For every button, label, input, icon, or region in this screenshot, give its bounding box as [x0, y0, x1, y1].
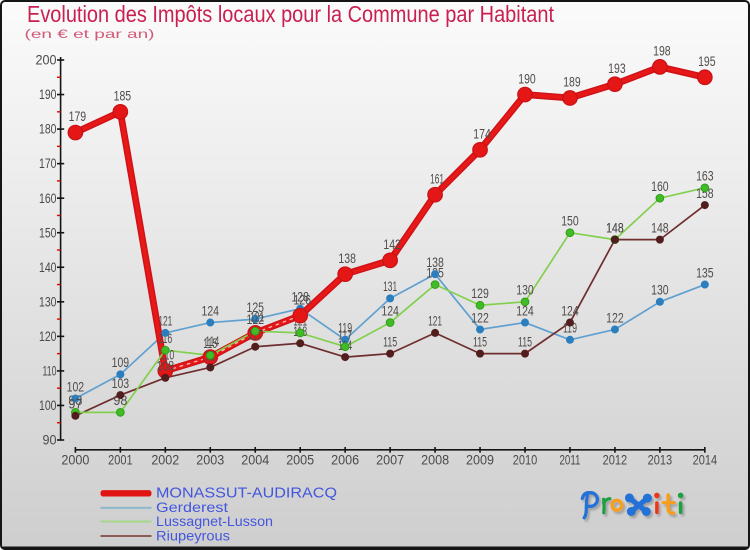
svg-text:97: 97	[68, 397, 82, 412]
svg-text:102: 102	[67, 379, 85, 394]
svg-text:Gerderest: Gerderest	[156, 500, 228, 515]
svg-text:130: 130	[39, 294, 57, 309]
svg-text:2007: 2007	[376, 453, 404, 468]
svg-text:130: 130	[516, 283, 534, 298]
svg-text:161: 161	[430, 171, 444, 186]
svg-text:130: 130	[651, 283, 669, 298]
svg-text:MONASSUT-AUDIRACQ: MONASSUT-AUDIRACQ	[156, 485, 337, 502]
svg-text:189: 189	[563, 75, 581, 90]
svg-text:160: 160	[651, 179, 669, 194]
svg-text:195: 195	[698, 54, 716, 69]
svg-text:122: 122	[606, 310, 624, 325]
svg-text:126: 126	[293, 292, 311, 307]
svg-text:90: 90	[43, 433, 57, 448]
svg-text:110: 110	[43, 364, 57, 379]
svg-text:131: 131	[383, 279, 397, 294]
svg-text:2013: 2013	[648, 453, 673, 468]
svg-text:129: 129	[471, 286, 489, 301]
svg-text:2008: 2008	[421, 453, 449, 468]
svg-text:121: 121	[428, 314, 442, 329]
svg-text:115: 115	[203, 336, 217, 351]
svg-text:185: 185	[114, 89, 132, 104]
svg-text:2009: 2009	[466, 453, 494, 468]
svg-text:128: 128	[291, 290, 309, 305]
svg-text:108: 108	[157, 359, 175, 374]
svg-text:125: 125	[246, 300, 263, 315]
svg-text:100: 100	[39, 398, 57, 413]
svg-text:121: 121	[158, 314, 172, 329]
svg-text:190: 190	[39, 87, 57, 102]
svg-text:109: 109	[112, 355, 130, 370]
svg-text:2003: 2003	[196, 453, 224, 468]
svg-text:2011: 2011	[559, 453, 580, 468]
svg-text:148: 148	[606, 220, 624, 235]
svg-text:121: 121	[250, 310, 264, 325]
svg-text:138: 138	[426, 255, 444, 270]
svg-text:2002: 2002	[151, 453, 179, 468]
svg-text:124: 124	[516, 303, 534, 318]
svg-text:142: 142	[383, 237, 401, 252]
svg-text:115: 115	[518, 334, 532, 349]
svg-text:200: 200	[36, 53, 57, 68]
svg-text:2001: 2001	[108, 453, 133, 468]
svg-text:124: 124	[561, 303, 579, 318]
svg-text:179: 179	[69, 109, 87, 124]
svg-text:Riupeyrous: Riupeyrous	[156, 529, 230, 544]
svg-text:163: 163	[696, 169, 714, 184]
svg-text:170: 170	[39, 156, 57, 171]
svg-text:150: 150	[561, 214, 579, 229]
svg-text:174: 174	[473, 127, 491, 142]
svg-text:119: 119	[338, 321, 352, 336]
svg-text:122: 122	[471, 310, 489, 325]
svg-text:115: 115	[383, 334, 397, 349]
svg-text:Lussagnet-Lusson: Lussagnet-Lusson	[156, 514, 273, 529]
svg-text:2000: 2000	[61, 453, 89, 468]
svg-text:(en € et par an): (en € et par an)	[25, 27, 155, 41]
svg-text:2004: 2004	[241, 453, 270, 468]
svg-text:193: 193	[608, 61, 626, 76]
svg-text:2014: 2014	[693, 453, 718, 468]
svg-text:190: 190	[518, 71, 536, 86]
svg-text:158: 158	[696, 186, 714, 201]
svg-text:148: 148	[606, 220, 624, 235]
svg-text:135: 135	[696, 265, 714, 280]
svg-text:115: 115	[473, 334, 487, 349]
svg-text:120: 120	[39, 329, 57, 344]
svg-text:160: 160	[39, 191, 57, 206]
svg-text:2012: 2012	[603, 453, 628, 468]
svg-text:198: 198	[653, 44, 671, 59]
svg-text:138: 138	[338, 251, 356, 266]
svg-text:124: 124	[381, 303, 399, 318]
svg-text:2010: 2010	[513, 453, 538, 468]
svg-text:150: 150	[39, 225, 57, 240]
svg-text:140: 140	[39, 260, 57, 275]
svg-text:103: 103	[112, 376, 130, 391]
svg-text:2006: 2006	[331, 453, 359, 468]
svg-text:180: 180	[39, 122, 57, 137]
svg-text:Evolution des Impôts locaux po: Evolution des Impôts locaux pour la Comm…	[27, 1, 554, 27]
svg-text:148: 148	[651, 220, 669, 235]
svg-text:124: 124	[202, 303, 220, 318]
svg-text:114: 114	[205, 334, 219, 349]
svg-text:2005: 2005	[286, 453, 314, 468]
